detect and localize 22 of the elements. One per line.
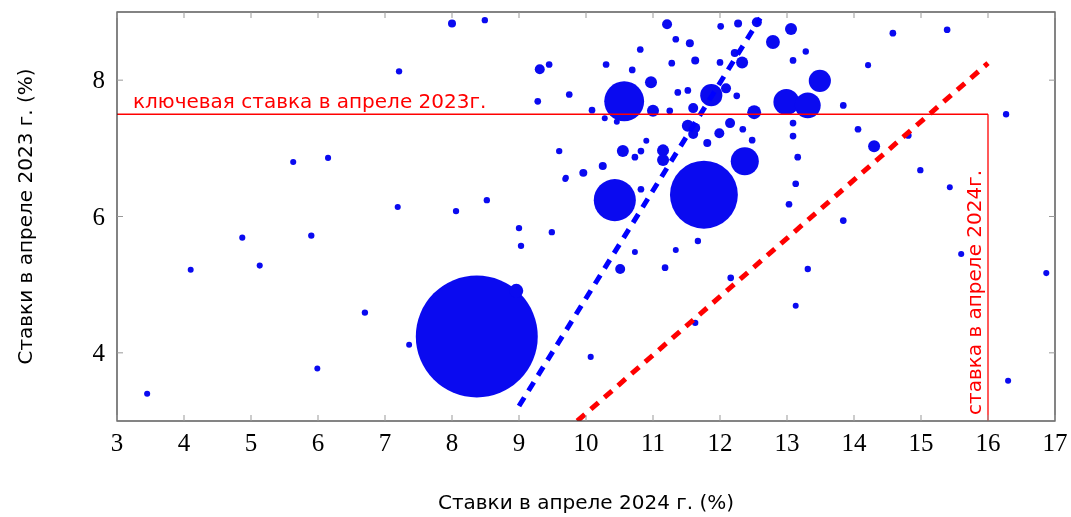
y-tick-label: 6: [92, 202, 105, 230]
x-axis-title: Ставки в апреле 2024 г. (%): [437, 490, 735, 514]
x-tick-label: 5: [244, 429, 258, 456]
x-tick-label: 14: [841, 429, 867, 456]
x-tick-label: 6: [311, 429, 325, 456]
y-tick-label: 4: [92, 338, 106, 366]
x-tick-label: 10: [573, 429, 599, 456]
x-tick-label: 8: [445, 429, 459, 456]
x-tick-label: 9: [512, 429, 526, 456]
x-tick-label: 3: [110, 429, 124, 456]
x-tick-label: 11: [640, 429, 666, 456]
x-tick-label: 16: [975, 429, 1001, 456]
y-tick-label: 8: [92, 66, 105, 94]
x-tick-label: 15: [908, 429, 934, 456]
ref-line-label: ключевая ставка в апреле 2023г.: [133, 89, 487, 114]
x-tick-label: 12: [707, 429, 733, 456]
ref-line-label: ставка в апреле 2024г.: [962, 169, 986, 415]
x-tick-label: 17: [1042, 429, 1068, 456]
x-tick-label: 13: [774, 429, 800, 456]
y-axis-title: Ставки в апреле 2023 г. (%): [13, 68, 37, 365]
x-tick-label: 7: [378, 429, 392, 456]
x-tick-label: 4: [177, 429, 191, 456]
